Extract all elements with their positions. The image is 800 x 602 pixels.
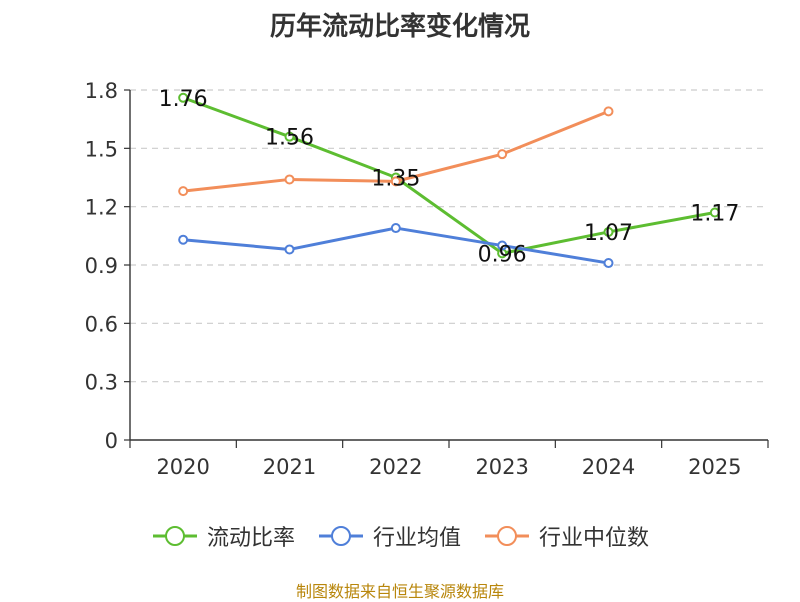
legend-label: 流动比率 <box>206 526 295 551</box>
y-tick-label: 0.3 <box>85 371 118 395</box>
data-label: 1.35 <box>371 167 420 192</box>
data-point-1 <box>497 240 508 251</box>
label-layer: 1.76 1.56 1.35 0.96 1.07 1.17 <box>159 87 740 268</box>
legend: 流动比率 行业均值 行业中位数 <box>0 520 800 552</box>
y-tick-label: 1.5 <box>85 137 118 161</box>
data-point-0 <box>284 131 295 142</box>
axis-layer: 0 0.3 0.6 0.9 1.2 1.5 1.8 2020 2021 2022 2023 2024 2… <box>85 79 769 479</box>
legend-item[interactable]: 流动比率 <box>151 520 295 552</box>
data-point-2 <box>603 106 614 117</box>
x-tick-label: 2023 <box>475 455 528 479</box>
legend-item[interactable]: 行业均值 <box>317 520 461 552</box>
y-tick-label: 0 <box>105 429 118 453</box>
chart-title: 历年流动比率变化情况 <box>269 12 530 42</box>
data-label: 1.76 <box>159 87 208 112</box>
y-tick-label: 1.8 <box>85 79 118 103</box>
data-label: 0.96 <box>478 242 527 267</box>
legend-item[interactable]: 行业中位数 <box>483 520 649 552</box>
data-point-1 <box>390 223 401 234</box>
data-label: 1.07 <box>584 221 633 246</box>
legend-swatch-icon <box>152 526 197 546</box>
source-note: 制图数据来自恒生聚源数据库 <box>295 582 504 601</box>
data-label: 1.56 <box>265 126 314 151</box>
series-layer <box>178 92 720 269</box>
series-line-0 <box>182 96 716 255</box>
data-point-2 <box>390 176 401 187</box>
legend-label: 行业均值 <box>372 526 461 551</box>
y-tick-label: 0.9 <box>85 254 118 278</box>
data-point-2 <box>178 186 189 197</box>
data-point-1 <box>284 244 295 255</box>
y-tick-label: 1.2 <box>85 196 118 220</box>
data-point-1 <box>603 258 614 269</box>
grid-layer <box>130 89 768 383</box>
data-point-1 <box>178 234 189 245</box>
x-tick-label: 2022 <box>369 455 422 479</box>
legend-swatch-icon <box>485 526 529 546</box>
x-tick-label: 2020 <box>156 455 209 479</box>
data-point-2 <box>284 174 295 185</box>
x-tick-label: 2024 <box>582 455 635 479</box>
data-point-0 <box>603 226 614 237</box>
x-tick-label: 2021 <box>263 455 316 479</box>
y-tick-label: 0.6 <box>85 312 118 336</box>
data-point-0 <box>178 92 189 103</box>
data-point-0 <box>709 207 720 218</box>
data-label: 1.17 <box>690 202 739 227</box>
legend-label: 行业中位数 <box>539 526 650 551</box>
legend-swatch-icon <box>318 526 363 546</box>
data-point-2 <box>497 149 508 160</box>
x-tick-label: 2025 <box>688 455 741 479</box>
